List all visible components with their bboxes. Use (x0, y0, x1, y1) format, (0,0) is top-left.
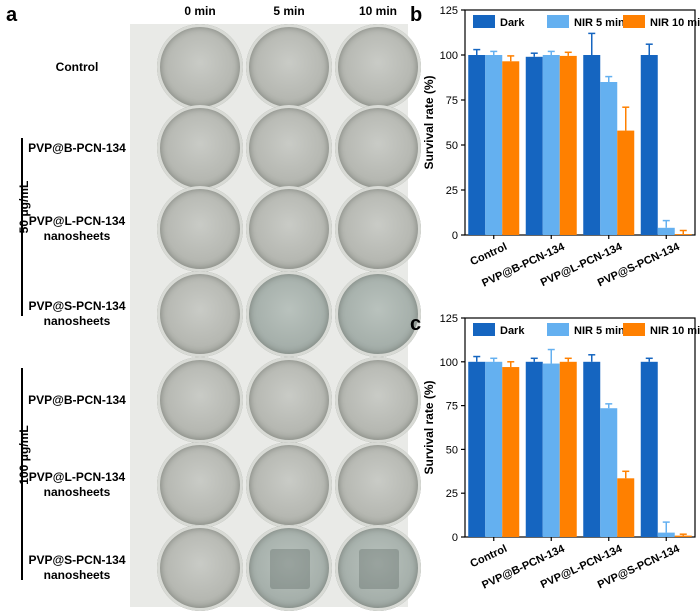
y-axis-label: Survival rate (%) (422, 380, 436, 474)
petri-dish (335, 24, 421, 110)
petri-dish (335, 186, 421, 272)
plot-frame (464, 317, 696, 538)
bar (485, 55, 503, 235)
petri-dish (157, 24, 243, 110)
y-tick-label: 50 (446, 444, 458, 456)
legend-label: NIR 5 min (574, 325, 625, 337)
panel-c-letter: c (410, 313, 422, 335)
legend-label: Dark (500, 325, 525, 337)
row-label: PVP@B-PCN-134 (28, 140, 126, 155)
bar (502, 61, 520, 235)
row-label: Control (55, 59, 99, 74)
petri-dish (246, 525, 332, 611)
bar (617, 130, 635, 235)
bar (674, 234, 692, 235)
bar (600, 408, 618, 537)
group-label-100: 100 μg/mL (17, 425, 31, 485)
bar (542, 55, 560, 235)
x-tick-label: Control (469, 543, 510, 570)
petri-dish (246, 24, 332, 110)
bar (657, 532, 675, 537)
y-tick-label: 0 (452, 230, 458, 242)
bar (485, 361, 503, 537)
y-tick-label: 75 (446, 401, 458, 413)
y-tick-label: 125 (440, 313, 458, 325)
petri-dish (335, 271, 421, 357)
plot-frame (464, 9, 696, 236)
petri-dish (157, 105, 243, 191)
panel-b-letter: b (410, 4, 423, 26)
y-tick-label: 50 (446, 140, 458, 152)
bar (502, 367, 520, 537)
y-axis-label: Survival rate (%) (422, 75, 436, 169)
bar (617, 478, 635, 537)
row-label: PVP@L-PCN-134 nanosheets (28, 214, 126, 243)
group-label-50: 50 μg/mL (17, 180, 31, 234)
petri-dish (335, 525, 421, 611)
x-tick-label: Control (469, 241, 510, 268)
legend-swatch (547, 323, 569, 336)
legend-label: NIR 5 min (574, 17, 625, 29)
y-tick-label: 75 (446, 95, 458, 107)
y-tick-label: 100 (440, 357, 458, 369)
group-bracket-50 (21, 138, 23, 316)
petri-dish (157, 525, 243, 611)
panel-a-letter: a (6, 4, 18, 26)
y-tick-label: 100 (440, 50, 458, 62)
legend-swatch (547, 15, 569, 28)
legend-label: NIR 10 min (650, 17, 700, 29)
row-label: PVP@S-PCN-134 nanosheets (28, 299, 126, 328)
bar (640, 361, 658, 537)
column-header: 0 min (184, 4, 216, 18)
y-tick-label: 0 (452, 532, 458, 544)
column-header: 5 min (273, 4, 305, 18)
legend-swatch (623, 15, 645, 28)
row-label: PVP@L-PCN-134 nanosheets (28, 470, 126, 499)
bar (525, 56, 543, 235)
bar (542, 363, 560, 537)
petri-dish (335, 442, 421, 528)
petri-dish (246, 105, 332, 191)
petri-dish (246, 186, 332, 272)
legend-swatch (473, 15, 495, 28)
y-tick-label: 25 (446, 185, 458, 197)
petri-dish (157, 442, 243, 528)
bar (583, 55, 601, 235)
bar (468, 361, 486, 537)
y-tick-label: 25 (446, 488, 458, 500)
petri-dish (246, 442, 332, 528)
bar (600, 82, 618, 235)
row-label: PVP@S-PCN-134 nanosheets (28, 553, 126, 582)
legend-swatch (623, 323, 645, 336)
bar (559, 361, 577, 537)
petri-dish (246, 357, 332, 443)
column-header: 10 min (358, 4, 397, 18)
legend-swatch (473, 323, 495, 336)
legend-label: Dark (500, 17, 525, 29)
petri-dish (157, 357, 243, 443)
bar (640, 55, 658, 235)
legend-label: NIR 10 min (650, 325, 700, 337)
group-bracket-100 (21, 368, 23, 580)
bar (674, 535, 692, 537)
bar (559, 55, 577, 236)
row-label: PVP@B-PCN-134 (28, 392, 126, 407)
bar (657, 227, 675, 235)
petri-dish (335, 105, 421, 191)
petri-dish (246, 271, 332, 357)
bar (583, 361, 601, 537)
petri-dish (157, 271, 243, 357)
petri-dish (157, 186, 243, 272)
bar (525, 361, 543, 537)
y-tick-label: 125 (440, 5, 458, 17)
bar (468, 55, 486, 235)
petri-dish (335, 357, 421, 443)
